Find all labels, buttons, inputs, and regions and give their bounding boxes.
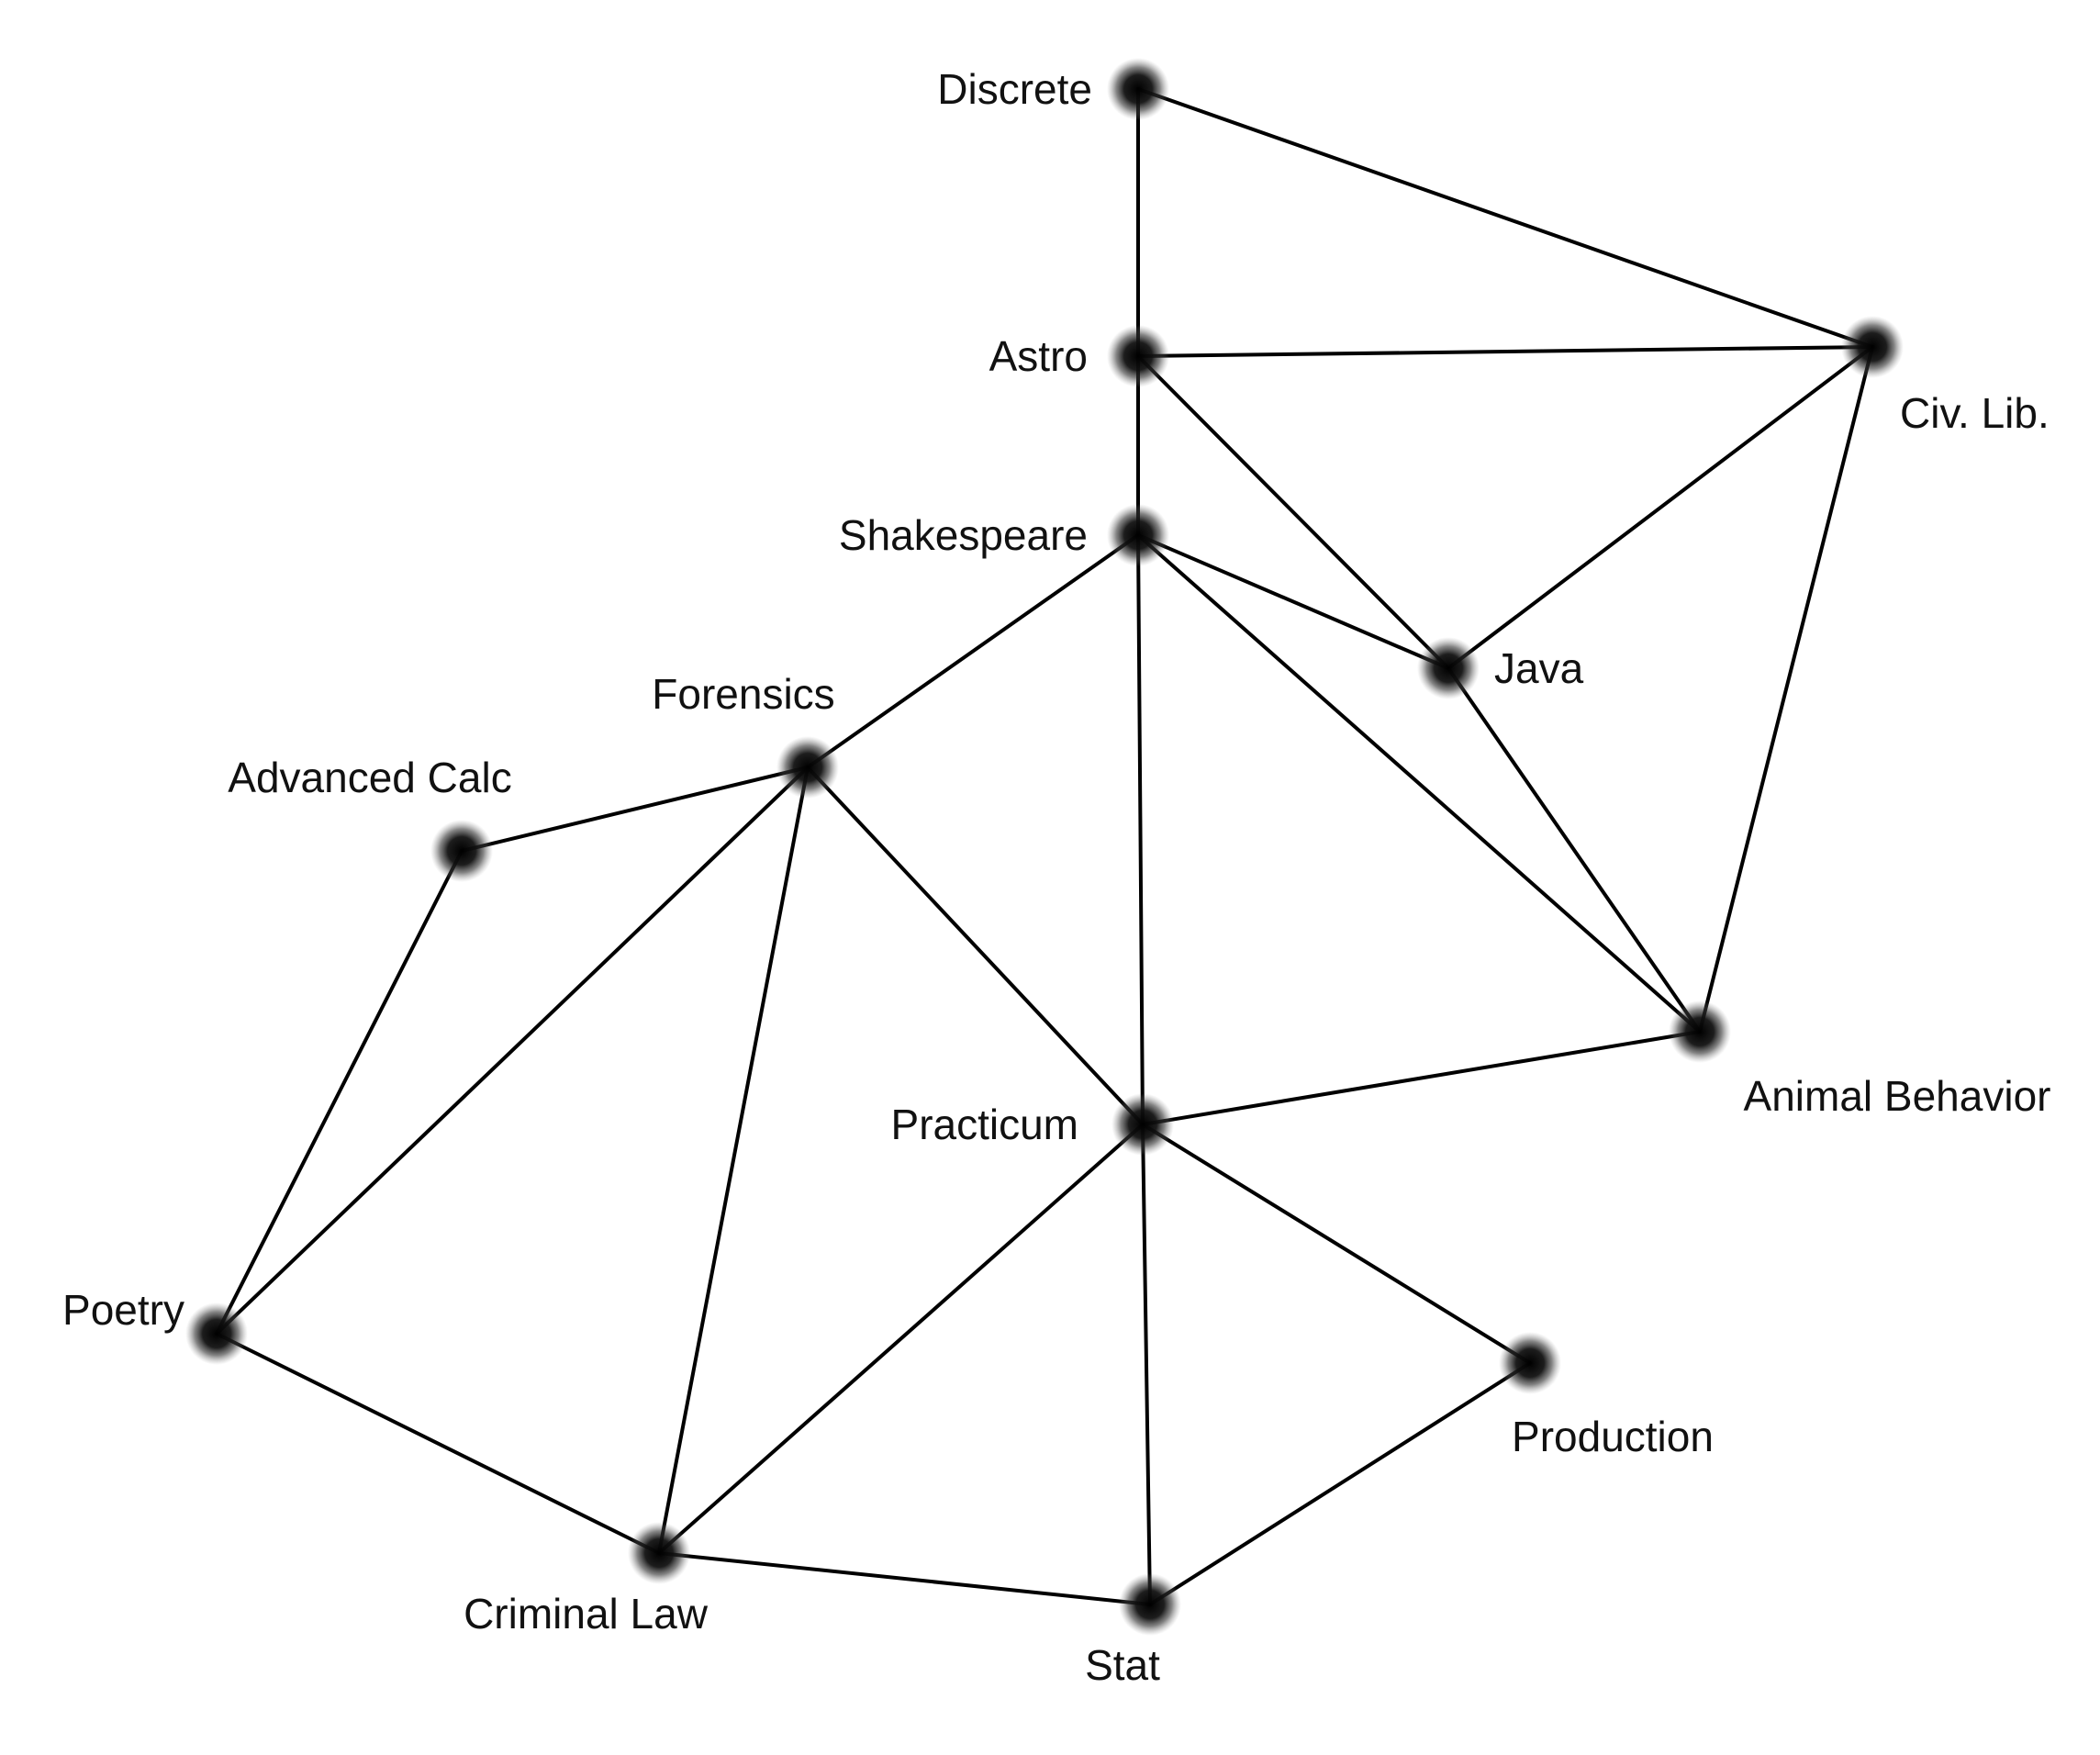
node-java bbox=[1417, 637, 1480, 699]
node-astro bbox=[1107, 325, 1169, 387]
node-discrete bbox=[1107, 58, 1169, 120]
edge-discrete-civlib bbox=[1136, 87, 1874, 349]
node-advcalc bbox=[430, 820, 493, 882]
edge-astro-civlib bbox=[1136, 345, 1874, 358]
node-label-discrete: Discrete bbox=[937, 65, 1092, 113]
node-label-shakespeare: Shakespeare bbox=[839, 511, 1088, 559]
node-label-advcalc: Advanced Calc bbox=[228, 754, 511, 801]
node-label-stat: Stat bbox=[1085, 1641, 1160, 1689]
edge-forensics-poetry bbox=[215, 766, 810, 1336]
edge-advcalc-poetry bbox=[215, 849, 464, 1336]
edge-practicum-stat bbox=[1141, 1123, 1152, 1606]
edge-forensics-criminal bbox=[657, 766, 810, 1555]
edge-practicum-production bbox=[1141, 1123, 1532, 1365]
edge-forensics-practicum bbox=[806, 766, 1145, 1126]
node-label-animal: Animal Behavior bbox=[1744, 1072, 2051, 1120]
edge-criminal-stat bbox=[657, 1551, 1152, 1606]
edge-stat-production bbox=[1148, 1361, 1532, 1606]
node-label-civlib: Civ. Lib. bbox=[1900, 389, 2050, 437]
node-labels: Discrete Astro Civ. Lib. Shakespeare Java For… bbox=[62, 65, 2050, 1689]
edge-shakespeare-java bbox=[1136, 533, 1450, 670]
node-shakespeare bbox=[1107, 504, 1169, 566]
node-forensics bbox=[776, 736, 839, 799]
node-label-java: Java bbox=[1494, 644, 1584, 692]
edges bbox=[215, 87, 1874, 1606]
node-production bbox=[1499, 1332, 1561, 1394]
node-label-poetry: Poetry bbox=[62, 1286, 184, 1334]
edge-civlib-java bbox=[1447, 345, 1874, 670]
edge-civlib-animal bbox=[1698, 345, 1874, 1034]
node-poetry bbox=[185, 1302, 248, 1365]
node-label-forensics: Forensics bbox=[652, 670, 834, 718]
edge-practicum-animal bbox=[1141, 1030, 1702, 1126]
node-label-production: Production bbox=[1512, 1413, 1714, 1460]
node-label-criminal: Criminal Law bbox=[464, 1590, 709, 1638]
node-stat bbox=[1119, 1573, 1181, 1636]
node-criminal bbox=[628, 1522, 690, 1584]
node-label-astro: Astro bbox=[989, 332, 1088, 380]
edge-forensics-advcalc bbox=[460, 766, 810, 853]
edge-poetry-criminal bbox=[215, 1332, 661, 1555]
node-practicum bbox=[1111, 1093, 1174, 1156]
edge-shakespeare-animal bbox=[1136, 533, 1702, 1034]
nodes bbox=[185, 58, 1904, 1636]
edge-practicum-criminal bbox=[657, 1123, 1145, 1555]
edge-shakespeare-practicum bbox=[1136, 533, 1145, 1126]
edge-java-animal bbox=[1447, 666, 1702, 1034]
edge-astro-java bbox=[1136, 354, 1450, 670]
node-animal bbox=[1669, 1000, 1731, 1063]
node-label-practicum: Practicum bbox=[891, 1101, 1078, 1148]
edge-shakespeare-forensics bbox=[806, 533, 1140, 769]
node-civlib bbox=[1841, 316, 1904, 378]
